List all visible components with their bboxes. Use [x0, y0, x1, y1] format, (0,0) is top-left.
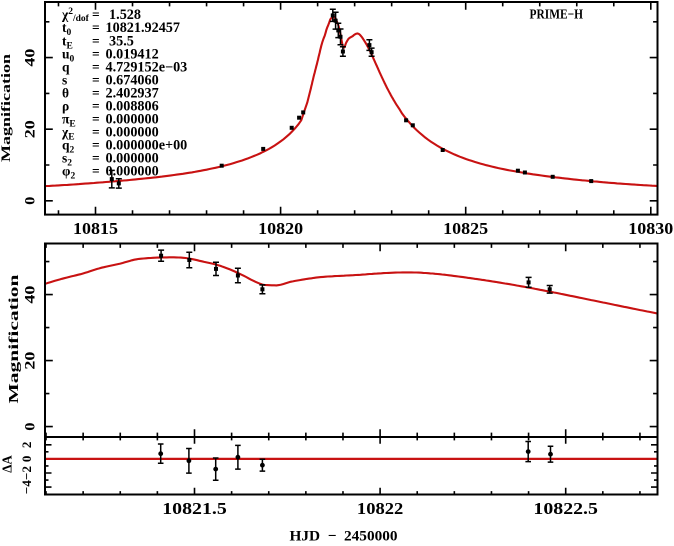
svg-text:=: = [92, 46, 100, 61]
svg-text:0.000000: 0.000000 [106, 125, 159, 141]
svg-text:20: 20 [23, 352, 39, 370]
svg-text:Magnification: Magnification [0, 53, 13, 162]
svg-text:2.402937: 2.402937 [106, 85, 159, 101]
svg-text:=: = [92, 99, 100, 114]
svg-text:10820: 10820 [258, 219, 303, 238]
svg-text:=: = [92, 7, 100, 22]
svg-text:=: = [92, 164, 100, 179]
svg-text:10822.5: 10822.5 [533, 499, 598, 518]
svg-text:=: = [92, 85, 100, 100]
svg-text:0: 0 [19, 456, 34, 463]
svg-text:0.000000: 0.000000 [106, 151, 159, 167]
svg-text:20: 20 [23, 120, 39, 138]
svg-text:0: 0 [23, 197, 39, 205]
svg-text:Magnification: Magnification [6, 274, 21, 404]
svg-text:=: = [92, 20, 100, 35]
svg-text:θ: θ [62, 85, 69, 100]
svg-text:=: = [92, 72, 100, 87]
svg-text:40: 40 [23, 49, 39, 67]
svg-text:s2: s2 [62, 151, 72, 169]
svg-text:t0: t0 [62, 20, 72, 38]
svg-text:ρ: ρ [62, 99, 69, 114]
svg-text:ΔA: ΔA [0, 455, 15, 473]
svg-text:10822: 10822 [357, 499, 403, 518]
svg-text:35.5: 35.5 [106, 33, 134, 49]
svg-text:10815: 10815 [73, 219, 118, 238]
svg-text:=: = [92, 138, 100, 153]
svg-text:=: = [92, 151, 100, 166]
svg-text:PRIME−H: PRIME−H [530, 6, 584, 21]
svg-text:0.674060: 0.674060 [106, 72, 159, 88]
svg-text:10821.92457: 10821.92457 [106, 20, 180, 36]
svg-text:q: q [62, 59, 70, 74]
svg-text:1.528: 1.528 [106, 7, 141, 23]
svg-text:s: s [62, 72, 67, 87]
svg-text:40: 40 [23, 286, 39, 304]
svg-text:=: = [92, 112, 100, 127]
svg-text:4.729152e−03: 4.729152e−03 [106, 59, 188, 75]
svg-text:tE: tE [62, 33, 73, 51]
svg-text:10825: 10825 [443, 219, 488, 238]
svg-text:=: = [92, 33, 100, 48]
svg-text:0.000000: 0.000000 [106, 112, 159, 128]
svg-text:−2: −2 [19, 466, 34, 480]
svg-text:0.000000e+00: 0.000000e+00 [106, 138, 188, 154]
svg-text:10830: 10830 [628, 219, 673, 238]
svg-text:−4: −4 [19, 480, 34, 494]
svg-text:0.000000: 0.000000 [106, 164, 159, 180]
svg-text:0.008806: 0.008806 [106, 99, 159, 115]
svg-text:=: = [92, 125, 100, 140]
svg-text:HJD − 2450000: HJD − 2450000 [290, 528, 398, 545]
svg-text:2: 2 [19, 442, 34, 449]
svg-text:0.019412: 0.019412 [106, 46, 159, 62]
svg-text:0: 0 [23, 423, 39, 431]
svg-text:=: = [92, 59, 100, 74]
svg-text:10821.5: 10821.5 [162, 499, 227, 518]
